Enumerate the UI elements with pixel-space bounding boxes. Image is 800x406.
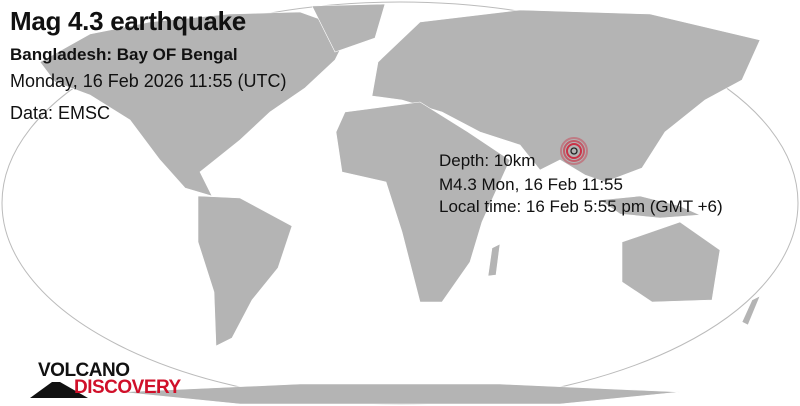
page-title: Mag 4.3 earthquake	[10, 6, 246, 36]
new-zealand	[741, 295, 761, 326]
local-time-label: Local time: 16 Feb 5:55 pm (GMT +6)	[439, 197, 723, 216]
magnitude-time-label: M4.3 Mon, 16 Feb 11:55	[439, 175, 623, 194]
south-america	[197, 195, 293, 347]
australia	[621, 221, 721, 303]
antarctica	[119, 383, 681, 405]
event-datetime: Monday, 16 Feb 2026 11:55 (UTC)	[10, 71, 287, 91]
greenland	[311, 3, 386, 53]
volcano-icon	[30, 382, 88, 398]
logo-line2: DISCOVERY	[74, 377, 181, 398]
africa	[335, 101, 511, 303]
southeast-asia-islands	[599, 195, 701, 219]
volcano-discovery-logo[interactable]: VOLCANO DISCOVERY	[30, 360, 190, 400]
data-source: Data: EMSC	[10, 103, 111, 123]
epicenter-marker[interactable]	[560, 137, 588, 165]
madagascar	[487, 243, 501, 277]
region-label: Bangladesh: Bay OF Bengal	[10, 45, 238, 64]
eurasia	[371, 9, 761, 183]
logo-line1: VOLCANO	[38, 360, 130, 381]
depth-label: Depth: 10km	[439, 151, 536, 170]
